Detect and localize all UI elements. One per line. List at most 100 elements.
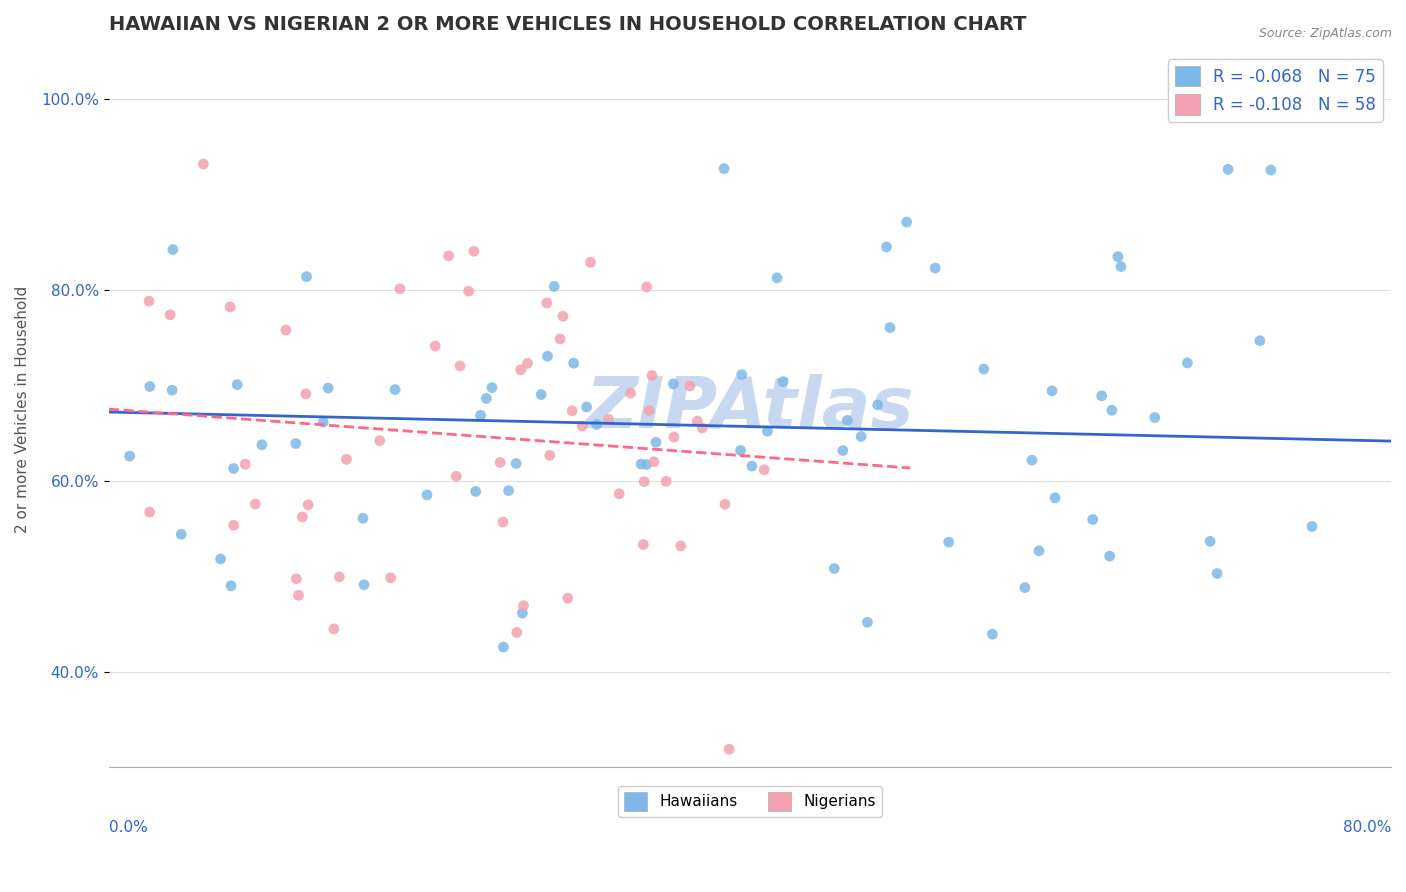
Nigerians <box>446 469 468 483</box>
Hawaiians <box>475 392 498 406</box>
Hawaiians <box>536 349 558 363</box>
Nigerians <box>388 282 411 296</box>
Hawaiians <box>464 484 486 499</box>
Hawaiians <box>879 320 901 334</box>
Hawaiians <box>832 443 855 458</box>
Hawaiians <box>730 443 752 458</box>
Nigerians <box>285 572 308 586</box>
Hawaiians <box>1040 384 1063 398</box>
Hawaiians <box>756 424 779 438</box>
Hawaiians <box>118 449 141 463</box>
Hawaiians <box>1199 534 1222 549</box>
Nigerians <box>492 515 515 529</box>
Nigerians <box>598 412 620 426</box>
Hawaiians <box>823 561 845 575</box>
Nigerians <box>686 414 709 428</box>
Nigerians <box>287 588 309 602</box>
Hawaiians <box>498 483 520 498</box>
Hawaiians <box>766 271 789 285</box>
Hawaiians <box>1301 519 1323 533</box>
Hawaiians <box>896 215 918 229</box>
Text: HAWAIIAN VS NIGERIAN 2 OR MORE VEHICLES IN HOUSEHOLD CORRELATION CHART: HAWAIIAN VS NIGERIAN 2 OR MORE VEHICLES … <box>108 15 1026 34</box>
Nigerians <box>619 386 641 401</box>
Nigerians <box>561 404 583 418</box>
Nigerians <box>506 625 529 640</box>
Hawaiians <box>384 383 406 397</box>
Nigerians <box>690 421 713 435</box>
Nigerians <box>489 455 512 469</box>
Hawaiians <box>1091 389 1114 403</box>
Nigerians <box>551 310 574 324</box>
Nigerians <box>449 359 471 373</box>
Hawaiians <box>1177 356 1199 370</box>
Hawaiians <box>1107 250 1129 264</box>
Nigerians <box>138 294 160 309</box>
Hawaiians <box>295 269 318 284</box>
Hawaiians <box>512 606 534 620</box>
Hawaiians <box>481 381 503 395</box>
Nigerians <box>638 403 661 417</box>
Hawaiians <box>837 413 859 427</box>
Nigerians <box>245 497 267 511</box>
Nigerians <box>548 332 571 346</box>
Nigerians <box>294 387 316 401</box>
Nigerians <box>297 498 319 512</box>
Nigerians <box>222 518 245 533</box>
Hawaiians <box>250 438 273 452</box>
Nigerians <box>291 510 314 524</box>
Hawaiians <box>470 409 492 423</box>
Hawaiians <box>713 161 735 176</box>
Nigerians <box>193 157 215 171</box>
Nigerians <box>516 356 538 370</box>
Nigerians <box>219 300 242 314</box>
Hawaiians <box>222 461 245 475</box>
Nigerians <box>655 475 678 489</box>
Nigerians <box>754 463 776 477</box>
Text: 80.0%: 80.0% <box>1343 820 1391 835</box>
Hawaiians <box>139 379 162 393</box>
Hawaiians <box>772 375 794 389</box>
Hawaiians <box>585 417 607 432</box>
Nigerians <box>380 571 402 585</box>
Hawaiians <box>1143 410 1166 425</box>
Nigerians <box>641 368 664 383</box>
Hawaiians <box>226 377 249 392</box>
Hawaiians <box>741 459 763 474</box>
Nigerians <box>463 244 485 259</box>
Nigerians <box>512 599 534 613</box>
Hawaiians <box>505 457 527 471</box>
Nigerians <box>557 591 579 606</box>
Nigerians <box>633 475 655 489</box>
Nigerians <box>714 497 737 511</box>
Text: 0.0%: 0.0% <box>108 820 148 835</box>
Hawaiians <box>219 579 242 593</box>
Hawaiians <box>162 243 184 257</box>
Nigerians <box>274 323 297 337</box>
Nigerians <box>138 505 160 519</box>
Hawaiians <box>1206 566 1229 581</box>
Nigerians <box>328 570 350 584</box>
Nigerians <box>633 537 655 551</box>
Hawaiians <box>938 535 960 549</box>
Hawaiians <box>562 356 585 370</box>
Nigerians <box>159 308 181 322</box>
Nigerians <box>579 255 602 269</box>
Hawaiians <box>731 368 754 382</box>
Nigerians <box>662 430 685 444</box>
Hawaiians <box>630 457 652 471</box>
Hawaiians <box>543 279 565 293</box>
Hawaiians <box>353 578 375 592</box>
Nigerians <box>571 419 593 434</box>
Hawaiians <box>876 240 898 254</box>
Nigerians <box>335 452 357 467</box>
Hawaiians <box>1021 453 1043 467</box>
Hawaiians <box>1028 544 1050 558</box>
Hawaiians <box>1260 163 1282 178</box>
Hawaiians <box>866 398 889 412</box>
Hawaiians <box>492 640 515 654</box>
Hawaiians <box>1081 512 1104 526</box>
Hawaiians <box>160 383 183 397</box>
Hawaiians <box>924 261 946 276</box>
Hawaiians <box>849 429 872 443</box>
Hawaiians <box>1109 260 1132 274</box>
